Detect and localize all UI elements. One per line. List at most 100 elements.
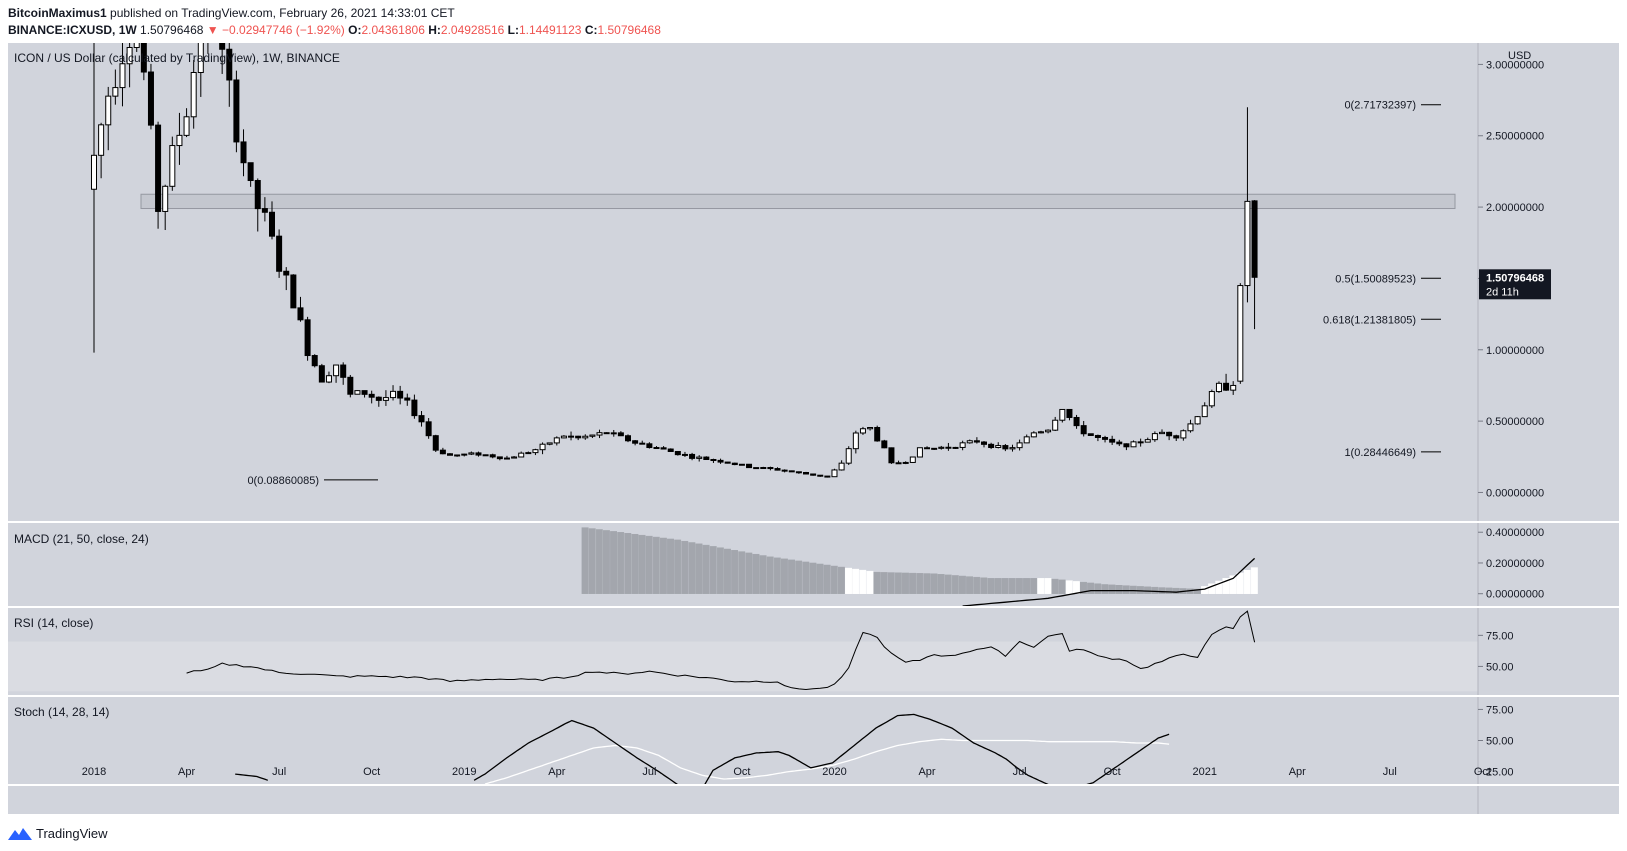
candle-down <box>340 364 347 378</box>
candle-down <box>817 474 824 477</box>
macd-pane[interactable] <box>581 527 1258 606</box>
price-pane[interactable] <box>91 0 1456 478</box>
candle-down <box>646 443 653 449</box>
macd-histogram-bar <box>1080 581 1087 594</box>
candle-up <box>354 390 361 395</box>
macd-histogram-bar <box>852 568 860 594</box>
macd-histogram-bar <box>1250 567 1258 594</box>
macd-histogram-bar <box>894 572 902 594</box>
time-axis-label: Oct <box>1474 766 1491 778</box>
candle-down <box>689 453 696 459</box>
macd-histogram-bar <box>1115 585 1123 594</box>
low-value: 1.14491123 <box>518 23 582 37</box>
resistance-zone <box>140 193 1456 210</box>
fib-level-label: 0.618(1.21381805) <box>1323 314 1416 326</box>
candle-down <box>660 447 667 450</box>
candle-down <box>226 48 233 81</box>
currency-label: USD <box>1508 50 1531 62</box>
macd-histogram-bar <box>937 574 945 594</box>
candle-down <box>924 447 931 450</box>
publish-info: BitcoinMaximus1 published on TradingView… <box>8 6 455 20</box>
author-name[interactable]: BitcoinMaximus1 <box>8 6 107 20</box>
macd-histogram-bar <box>617 532 625 594</box>
stoch-axis-tick-label: 75.00 <box>1486 704 1514 716</box>
candle-up <box>1023 436 1030 444</box>
candle-up <box>1016 442 1023 449</box>
tradingview-logo[interactable]: TradingView <box>8 826 108 841</box>
price-axis[interactable]: USD3.000000002.500000002.000000001.50000… <box>1478 50 1551 779</box>
time-axis-label: Apr <box>178 766 195 778</box>
macd-axis-tick-label: 0.20000000 <box>1486 558 1544 570</box>
candle-down <box>568 435 575 438</box>
candle-up <box>525 452 532 455</box>
candle-down <box>276 235 283 272</box>
candle-up <box>1045 429 1052 433</box>
time-axis-label: Oct <box>733 766 750 778</box>
stoch-pane[interactable] <box>235 713 1170 790</box>
macd-histogram-bar <box>752 553 760 594</box>
candle-down <box>375 396 382 401</box>
macd-histogram-bar <box>674 539 682 594</box>
macd-histogram-bar <box>595 529 603 594</box>
macd-histogram-bar <box>1108 584 1116 594</box>
candle-up <box>205 0 210 38</box>
candle-down <box>1087 433 1094 436</box>
price-axis-tick-label: 1.00000000 <box>1486 345 1544 357</box>
rsi-pane[interactable] <box>8 610 1478 692</box>
high-value: 2.04928516 <box>440 23 505 37</box>
low-label: L: <box>507 23 519 37</box>
time-axis[interactable]: 2018 Apr Jul Oct 2019 Apr Jul Oct 2020 Apr Jul Oct 2… <box>82 766 1491 778</box>
candle-down <box>653 447 660 450</box>
macd-histogram-bar <box>588 528 596 594</box>
macd-histogram-bar <box>1058 579 1066 594</box>
candle-down <box>981 441 987 445</box>
candle-up <box>831 469 838 478</box>
chart-background <box>8 43 1619 814</box>
interval-label: 1W <box>118 23 137 37</box>
candle-up <box>98 124 105 156</box>
candle-up <box>468 452 475 455</box>
candle-up <box>532 449 539 454</box>
candle-down <box>1080 425 1087 435</box>
candle-up <box>382 397 389 401</box>
time-axis-label: Oct <box>1104 766 1121 778</box>
candle-down <box>1109 438 1116 443</box>
macd-histogram-bar <box>738 551 746 594</box>
macd-histogram-bar <box>795 560 803 594</box>
candle-up <box>390 390 397 399</box>
tradingview-logo-text: TradingView <box>36 826 108 841</box>
price-axis-tick-label: 2.50000000 <box>1486 131 1544 143</box>
candle-down <box>1073 416 1080 427</box>
candle-down <box>247 162 254 182</box>
macd-histogram-bar <box>724 548 731 594</box>
macd-histogram-bar <box>902 572 909 594</box>
candle-up <box>852 432 859 450</box>
ohlc-legend: BINANCE:ICXUSD, 1W 1.50796468 ▼ −0.02947… <box>8 23 661 37</box>
candle-down <box>140 43 147 73</box>
macd-histogram-bar <box>1144 586 1152 594</box>
macd-histogram-bar <box>1215 580 1223 594</box>
macd-histogram-bar <box>944 574 952 594</box>
candle-down <box>575 435 582 439</box>
stoch-pane-title: Stoch (14, 28, 14) <box>14 705 109 719</box>
price-change: −0.02947746 (−1.92%) <box>222 23 345 37</box>
pane-separator <box>8 606 1619 608</box>
close-label: C: <box>584 23 598 37</box>
candle-down <box>1137 441 1144 444</box>
candle-up <box>902 461 909 464</box>
candle-down <box>1102 436 1109 440</box>
candle-up <box>461 453 468 456</box>
price-axis-tick-label: 2.00000000 <box>1486 202 1544 214</box>
price-axis-tick-label: 0.50000000 <box>1486 416 1544 428</box>
macd-axis-tick-label: 0.00000000 <box>1486 589 1544 601</box>
time-axis-label: Apr <box>548 766 565 778</box>
candle-down <box>425 421 432 437</box>
macd-histogram-bar <box>1030 578 1038 594</box>
candle-up <box>539 443 546 451</box>
candle-down <box>155 124 162 212</box>
macd-histogram-bar <box>1051 578 1059 594</box>
candle-up <box>546 442 553 445</box>
candle-up <box>1201 405 1208 418</box>
candle-down <box>1173 435 1180 439</box>
